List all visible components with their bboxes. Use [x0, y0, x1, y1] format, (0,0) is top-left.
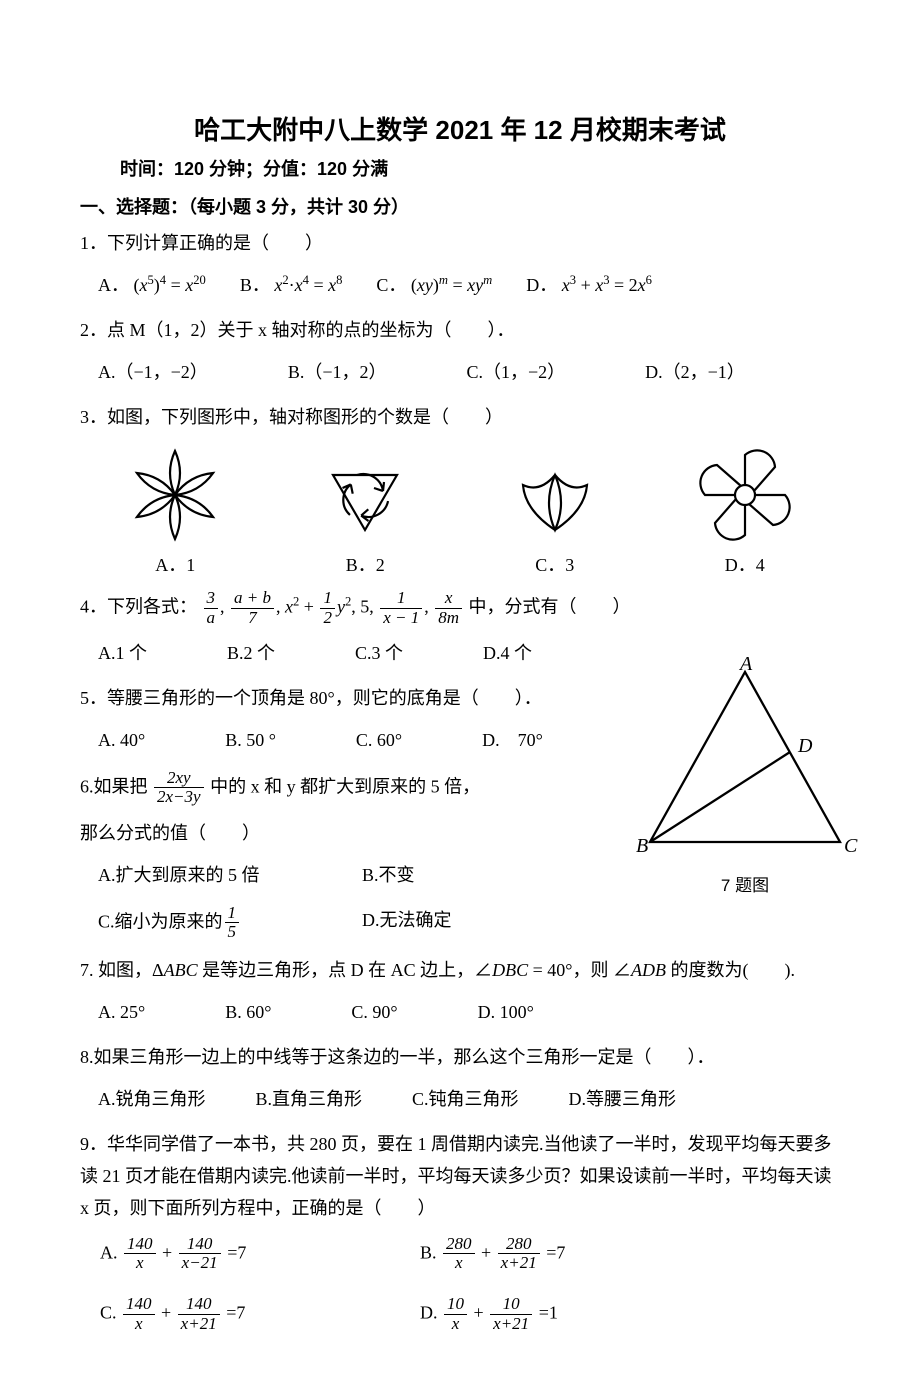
q8-opt-a: A.锐角三角形: [98, 1083, 206, 1115]
q7-opt-c: C. 90°: [351, 996, 397, 1028]
q8-opt-c: C.钝角三角形: [412, 1083, 519, 1115]
q9-opt-b: B. 280x + 280x+21 =7: [420, 1235, 740, 1273]
q1-optC-label: C．: [376, 275, 406, 295]
q9-options: A. 140x + 140x−21 =7 B. 280x + 280x+21 =…: [100, 1235, 840, 1334]
q5-opt-d: D. 70°: [482, 724, 543, 756]
q1-opt-c: C． (xy)m = xym: [376, 269, 492, 301]
q7-figure-caption: 7 题图: [630, 871, 860, 896]
q1-opt-a: A． (x5)4 = x20: [98, 269, 206, 301]
q4-opt-a: A.1 个: [98, 637, 147, 669]
q3-opt-a: A．1: [155, 551, 195, 577]
q6-opt-a: A.扩大到原来的 5 倍: [98, 859, 328, 891]
q9-opt-c: C. 140x + 140x+21 =7: [100, 1295, 420, 1333]
q6-stem-post: 中的 x 和 y 都扩大到原来的 5 倍，: [210, 776, 480, 796]
q1-optB-label: B．: [240, 275, 270, 295]
q5-opt-a: A. 40°: [98, 724, 145, 756]
q8-opt-d: D.等腰三角形: [569, 1083, 677, 1115]
section-1-header: 一、选择题：（每小题 3 分，共计 30 分）: [80, 193, 840, 219]
q5-options: A. 40° B. 50 ° C. 60° D. 70°: [98, 724, 628, 756]
q9-optD-pre: D.: [420, 1302, 438, 1322]
q8-options: A.锐角三角形 B.直角三角形 C.钝角三角形 D.等腰三角形: [98, 1083, 840, 1115]
q9-optD-eq: =1: [539, 1302, 558, 1322]
q6-options-row2: C.缩小为原来的15 D.无法确定: [98, 904, 628, 942]
q6-opt-b: B.不变: [362, 859, 415, 891]
q1-optD-label: D．: [526, 275, 557, 295]
q6-stem-pre: 6.如果把: [80, 776, 152, 796]
q3-opt-d: D．4: [725, 551, 765, 577]
q7-stem: 7. 如图，ΔABC 是等边三角形，点 D 在 AC 边上，∠DBC = 40°…: [80, 954, 840, 986]
q4-stem: 4．下列各式： 3a, a + b7, x2 + 12y2, 5, 1x − 1…: [80, 589, 840, 627]
q9-optC-eq: =7: [226, 1302, 245, 1322]
q9-optB-eq: =7: [546, 1242, 565, 1262]
q1-stem: 1．下列计算正确的是（ ）: [80, 227, 840, 259]
q4-opt-b: B.2 个: [227, 637, 275, 669]
q7-label-D: D: [797, 735, 813, 757]
q3-fig-4-pinwheel: [695, 445, 795, 545]
q9-optB-pre: B.: [420, 1242, 437, 1262]
q5-opt-b: B. 50 °: [225, 724, 276, 756]
q1-optA-label: A．: [98, 275, 129, 295]
q3-opt-c: C．3: [535, 551, 574, 577]
q6-optC-pre: C.缩小为原来的: [98, 911, 223, 931]
q6-options-row1: A.扩大到原来的 5 倍 B.不变: [98, 859, 628, 891]
q3-options: A．1 B．2 C．3 D．4: [80, 551, 840, 577]
q3-stem: 3．如图，下列图形中，轴对称图形的个数是（ ）: [80, 401, 840, 433]
q8-opt-b: B.直角三角形: [256, 1083, 363, 1115]
q7-opt-b: B. 60°: [225, 996, 271, 1028]
q9-optA-pre: A.: [100, 1242, 118, 1262]
q3-opt-b: B．2: [346, 551, 385, 577]
q4-stem-pre: 4．下列各式：: [80, 596, 197, 616]
q2-options: A.（−1，−2） B.（−1，2） C.（1，−2） D.（2，−1）: [98, 356, 840, 388]
q2-opt-a: A.（−1，−2）: [98, 356, 208, 388]
q7-options: A. 25° B. 60° C. 90° D. 100°: [98, 996, 840, 1028]
q3-fig-3-lotus: [505, 445, 605, 545]
q9-optC-pre: C.: [100, 1302, 117, 1322]
q2-opt-c: C.（1，−2）: [466, 356, 565, 388]
q7-label-B: B: [636, 835, 648, 857]
q4-opt-d: D.4 个: [483, 637, 532, 669]
q6-opt-d: D.无法确定: [362, 904, 452, 942]
q8-stem: 8.如果三角形一边上的中线等于这条边的一半，那么这个三角形一定是（ ）．: [80, 1041, 840, 1073]
q7-label-C: C: [844, 835, 858, 857]
exam-subtitle: 时间：120 分钟；分值：120 分满: [120, 155, 840, 181]
q9-optA-eq: =7: [227, 1242, 246, 1262]
q4-stem-post: 中，分式有（ ）: [469, 596, 631, 616]
q7-label-A: A: [738, 653, 753, 675]
q9-opt-d: D. 10x + 10x+21 =1: [420, 1295, 740, 1333]
q4-opt-c: C.3 个: [355, 637, 403, 669]
q9-opt-a: A. 140x + 140x−21 =7: [100, 1235, 420, 1273]
q3-figures: [80, 445, 840, 545]
q7-opt-a: A. 25°: [98, 996, 145, 1028]
q2-opt-d: D.（2，−1）: [645, 356, 745, 388]
q1-options: A． (x5)4 = x20 B． x2·x4 = x8 C． (xy)m = …: [98, 269, 840, 301]
q3-fig-2-recycle: [315, 445, 415, 545]
q9-stem: 9．华华同学借了一本书，共 280 页，要在 1 周借期内读完.当他读了一半时，…: [80, 1128, 840, 1225]
q5-opt-c: C. 60°: [356, 724, 402, 756]
q1-opt-b: B． x2·x4 = x8: [240, 269, 343, 301]
q6-opt-c: C.缩小为原来的15: [98, 904, 328, 942]
q3-fig-1-flower: [125, 445, 225, 545]
q2-opt-b: B.（−1，2）: [288, 356, 387, 388]
q7-opt-d: D. 100°: [478, 996, 534, 1028]
exam-title: 哈工大附中八上数学 2021 年 12 月校期末考试: [80, 110, 840, 147]
q2-stem: 2．点 M（1，2）关于 x 轴对称的点的坐标为（ ）．: [80, 314, 840, 346]
q7-figure: A B C D 7 题图: [630, 652, 860, 896]
q1-opt-d: D． x3 + x3 = 2x6: [526, 269, 652, 301]
